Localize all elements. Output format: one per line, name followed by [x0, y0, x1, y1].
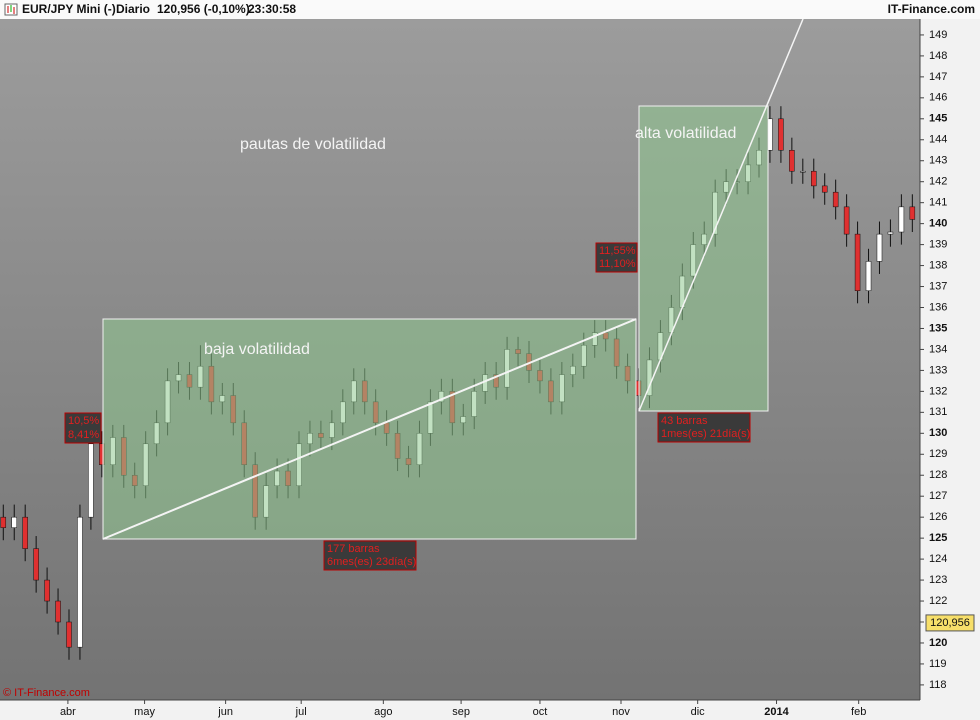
candle-body — [789, 150, 795, 172]
annotation-low: baja volatilidad — [204, 341, 310, 358]
quote: 120,956 (-0,10%) — [157, 2, 250, 16]
candle-body — [44, 579, 50, 602]
candle-body — [821, 185, 828, 193]
low-pct: 8,41% — [68, 429, 99, 441]
low-pct-box — [64, 412, 102, 444]
candle-body — [778, 118, 784, 151]
y-tick-label: 120 — [929, 637, 947, 649]
high-vol-line — [638, 18, 804, 412]
y-tick-label: 124 — [929, 553, 947, 565]
candle-body — [0, 516, 7, 528]
low-span: 6mes(es) 23día(s) — [327, 556, 416, 568]
y-tick-label: 126 — [929, 511, 947, 523]
candle-body — [865, 261, 872, 291]
y-tick-label: 133 — [929, 364, 947, 376]
annotation-title: pautas de volatilidad — [240, 136, 386, 153]
candle-body — [876, 233, 883, 262]
y-tick-label: 139 — [929, 239, 947, 251]
y-tick-label: 146 — [929, 92, 947, 104]
annotation-high: alta volatilidad — [635, 125, 736, 142]
y-tick-label: 143 — [929, 155, 947, 167]
last-price-label: 120,956 — [930, 617, 970, 629]
x-tick-label: 2014 — [764, 706, 789, 718]
time: 23:30:58 — [248, 2, 296, 16]
candle-body — [854, 233, 861, 291]
candle-body — [22, 516, 28, 549]
candle-body — [33, 548, 39, 581]
candle-body — [909, 206, 916, 220]
y-tick-label: 141 — [929, 197, 947, 209]
x-tick-label: abr — [60, 706, 76, 718]
x-tick-label: dic — [691, 706, 706, 718]
x-tick-label: jun — [217, 706, 233, 718]
candle-body — [898, 206, 905, 233]
low-pct: 10,5% — [68, 415, 99, 427]
y-tick-label: 140 — [929, 218, 947, 230]
y-tick-label: 128 — [929, 469, 947, 481]
x-tick-label: sep — [452, 706, 470, 718]
low-span: 177 barras — [327, 543, 380, 555]
y-tick-label: 125 — [929, 532, 947, 544]
y-tick-label: 136 — [929, 301, 947, 313]
candle-body — [843, 206, 850, 235]
candle-body — [77, 516, 83, 648]
high-pct: 11,10% — [599, 258, 636, 270]
high-pct-box — [595, 242, 638, 273]
x-tick-label: jul — [295, 706, 307, 718]
y-tick-label: 134 — [929, 343, 947, 355]
high-span-box — [657, 412, 751, 443]
high-pct: 11,55% — [599, 245, 636, 257]
y-tick-label: 145 — [929, 113, 947, 125]
y-tick-label: 144 — [929, 134, 947, 146]
y-tick-label: 130 — [929, 427, 947, 439]
x-tick-label: oct — [533, 706, 548, 718]
copyright: © IT-Finance.com — [3, 687, 90, 699]
low-vol-line — [102, 318, 637, 540]
x-tick-label: ago — [374, 706, 392, 718]
symbol: EUR/JPY Mini (-) — [22, 2, 116, 16]
y-tick-label: 142 — [929, 176, 947, 188]
x-tick-label: nov — [612, 706, 630, 718]
candle-body — [88, 443, 94, 518]
header-bar — [0, 0, 980, 19]
y-tick-label: 132 — [929, 385, 947, 397]
y-tick-label: 147 — [929, 71, 947, 83]
y-tick-label: 118 — [929, 679, 947, 691]
y-tick-label: 119 — [929, 658, 947, 670]
y-tick-label: 148 — [929, 50, 947, 62]
candle-body — [66, 621, 72, 648]
y-tick-label: 129 — [929, 448, 947, 460]
low-span-box — [323, 540, 417, 571]
y-tick-label: 135 — [929, 322, 947, 334]
x-tick-label: feb — [851, 706, 866, 718]
y-tick-label: 127 — [929, 490, 947, 502]
candle-body — [55, 600, 61, 623]
high-span: 1mes(es) 21día(s) — [661, 428, 750, 440]
y-tick-label: 123 — [929, 574, 947, 586]
x-tick-label: may — [134, 706, 155, 718]
candle-body — [887, 231, 894, 235]
candle-body — [800, 170, 806, 173]
candle-body — [811, 170, 817, 187]
y-tick-label: 131 — [929, 406, 947, 418]
brand: IT-Finance.com — [888, 2, 975, 16]
last-price-box — [925, 614, 975, 632]
period: Diario — [116, 2, 150, 16]
y-tick-label: 138 — [929, 259, 947, 271]
high-span: 43 barras — [661, 415, 708, 427]
y-tick-label: 122 — [929, 595, 947, 607]
y-tick-label: 137 — [929, 280, 947, 292]
candle-body — [11, 516, 17, 528]
candle-body — [832, 191, 839, 208]
y-tick-label: 149 — [929, 29, 947, 41]
